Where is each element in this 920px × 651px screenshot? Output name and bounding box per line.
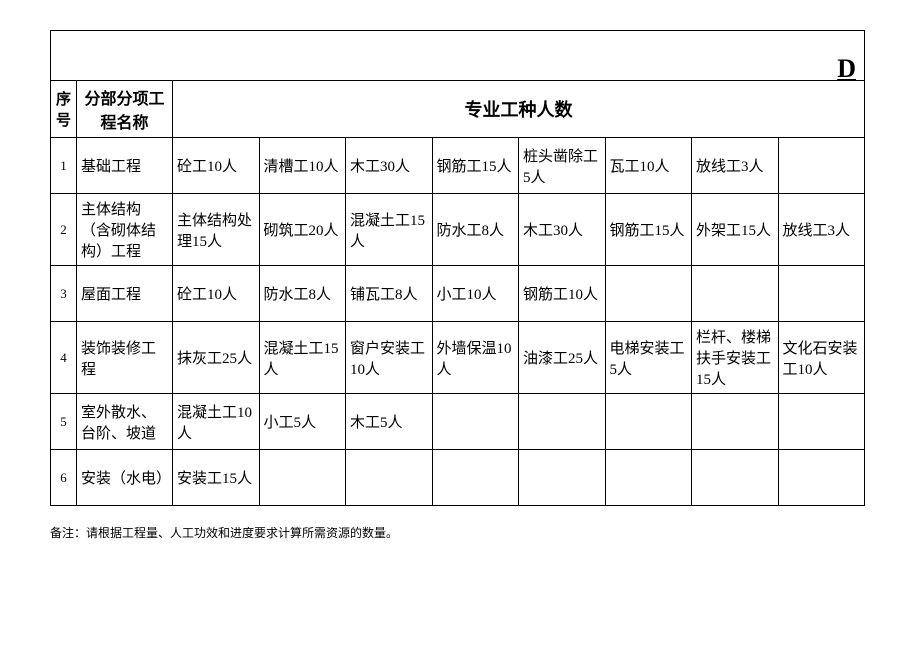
worker-cell — [692, 266, 779, 322]
worker-cell: 钢筋工15人 — [432, 138, 519, 194]
worker-cell — [605, 450, 692, 506]
worker-cell: 栏杆、楼梯扶手安装工15人 — [692, 322, 779, 394]
worker-cell — [778, 394, 865, 450]
worker-cell: 小工5人 — [259, 394, 346, 450]
worker-cell: 放线工3人 — [692, 138, 779, 194]
worker-cell: 外墙保温10人 — [432, 322, 519, 394]
table-row: 1基础工程砼工10人清槽工10人木工30人钢筋工15人桩头凿除工5人瓦工10人放… — [51, 138, 865, 194]
row-name: 主体结构（含砌体结构）工程 — [77, 194, 173, 266]
worker-cell — [605, 394, 692, 450]
worker-cell — [432, 450, 519, 506]
document-page: D 序号 分部分项工程名称 专业工种人数 1基础工程砼工10人清槽工10人木工3… — [50, 30, 865, 541]
worker-cell: 文化石安装工10人 — [778, 322, 865, 394]
labor-allocation-table: 序号 分部分项工程名称 专业工种人数 1基础工程砼工10人清槽工10人木工30人… — [50, 80, 865, 506]
worker-cell: 木工5人 — [346, 394, 433, 450]
worker-cell — [605, 266, 692, 322]
table-body: 1基础工程砼工10人清槽工10人木工30人钢筋工15人桩头凿除工5人瓦工10人放… — [51, 138, 865, 506]
table-row: 4装饰装修工程抹灰工25人混凝土工15人窗户安装工10人外墙保温10人油漆工25… — [51, 322, 865, 394]
worker-cell: 钢筋工15人 — [605, 194, 692, 266]
worker-cell: 主体结构处理15人 — [173, 194, 260, 266]
worker-cell: 砌筑工20人 — [259, 194, 346, 266]
partial-title-char: D — [837, 54, 856, 84]
row-seq: 4 — [51, 322, 77, 394]
row-seq: 6 — [51, 450, 77, 506]
worker-cell: 清槽工10人 — [259, 138, 346, 194]
table-row: 5室外散水、台阶、坡道混凝土工10人小工5人木工5人 — [51, 394, 865, 450]
row-name: 安装（水电） — [77, 450, 173, 506]
worker-cell — [259, 450, 346, 506]
worker-cell: 电梯安装工5人 — [605, 322, 692, 394]
worker-cell — [778, 450, 865, 506]
worker-cell: 抹灰工25人 — [173, 322, 260, 394]
row-seq: 3 — [51, 266, 77, 322]
worker-cell: 桩头凿除工5人 — [519, 138, 606, 194]
table-row: 6安装（水电）安装工15人 — [51, 450, 865, 506]
header-seq: 序号 — [51, 81, 77, 138]
worker-cell — [778, 266, 865, 322]
top-band: D — [50, 30, 865, 80]
worker-cell: 混凝土工15人 — [346, 194, 433, 266]
worker-cell: 外架工15人 — [692, 194, 779, 266]
row-name: 装饰装修工程 — [77, 322, 173, 394]
table-row: 2主体结构（含砌体结构）工程主体结构处理15人砌筑工20人混凝土工15人防水工8… — [51, 194, 865, 266]
worker-cell — [692, 450, 779, 506]
worker-cell: 混凝土工15人 — [259, 322, 346, 394]
worker-cell: 钢筋工10人 — [519, 266, 606, 322]
worker-cell: 木工30人 — [519, 194, 606, 266]
row-seq: 2 — [51, 194, 77, 266]
header-name: 分部分项工程名称 — [77, 81, 173, 138]
worker-cell: 砼工10人 — [173, 138, 260, 194]
row-name: 屋面工程 — [77, 266, 173, 322]
row-seq: 1 — [51, 138, 77, 194]
worker-cell — [519, 450, 606, 506]
worker-cell — [432, 394, 519, 450]
table-row: 3屋面工程砼工10人防水工8人铺瓦工8人小工10人钢筋工10人 — [51, 266, 865, 322]
worker-cell: 瓦工10人 — [605, 138, 692, 194]
row-name: 室外散水、台阶、坡道 — [77, 394, 173, 450]
worker-cell: 砼工10人 — [173, 266, 260, 322]
table-header-row: 序号 分部分项工程名称 专业工种人数 — [51, 81, 865, 138]
worker-cell — [519, 394, 606, 450]
worker-cell — [692, 394, 779, 450]
worker-cell: 放线工3人 — [778, 194, 865, 266]
row-seq: 5 — [51, 394, 77, 450]
worker-cell: 油漆工25人 — [519, 322, 606, 394]
worker-cell: 防水工8人 — [259, 266, 346, 322]
footnote: 备注：请根据工程量、人工功效和进度要求计算所需资源的数量。 — [50, 524, 865, 541]
worker-cell: 木工30人 — [346, 138, 433, 194]
worker-cell: 窗户安装工10人 — [346, 322, 433, 394]
worker-cell: 铺瓦工8人 — [346, 266, 433, 322]
worker-cell — [346, 450, 433, 506]
worker-cell: 防水工8人 — [432, 194, 519, 266]
worker-cell — [778, 138, 865, 194]
worker-cell: 安装工15人 — [173, 450, 260, 506]
worker-cell: 小工10人 — [432, 266, 519, 322]
worker-cell: 混凝土工10人 — [173, 394, 260, 450]
row-name: 基础工程 — [77, 138, 173, 194]
header-workers: 专业工种人数 — [173, 81, 865, 138]
